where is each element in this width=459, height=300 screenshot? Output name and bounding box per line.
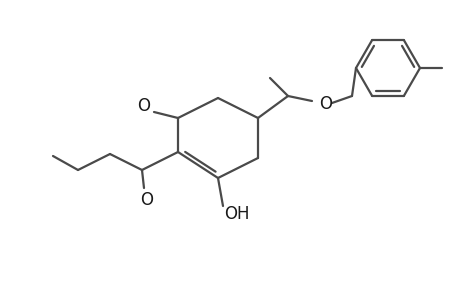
Text: O: O xyxy=(319,95,332,113)
Text: O: O xyxy=(137,97,150,115)
Text: O: O xyxy=(140,191,153,209)
Text: OH: OH xyxy=(224,205,249,223)
